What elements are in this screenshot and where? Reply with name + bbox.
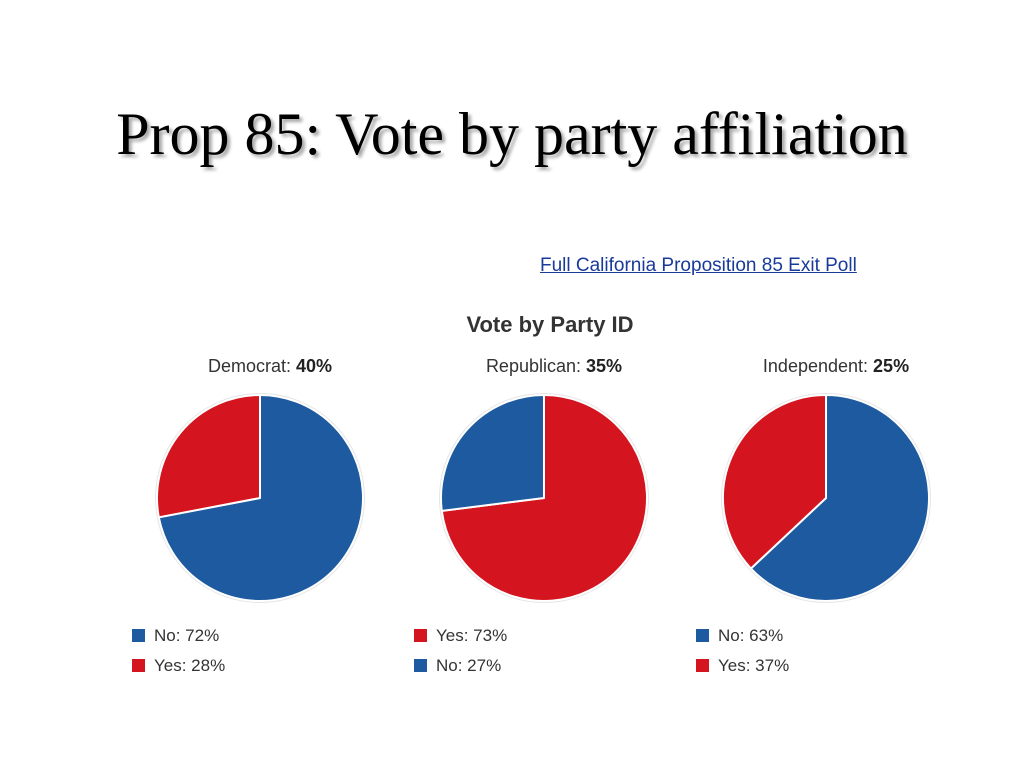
- pie-panel-independent: Independent: 25% No: 63% Yes: 37%: [696, 350, 966, 690]
- pie-slice-no: [440, 394, 545, 512]
- legend-item: Yes: 73%: [414, 624, 614, 654]
- legend-swatch: [414, 659, 427, 672]
- group-name: Independent:: [762, 356, 869, 376]
- group-name: Republican:: [485, 356, 581, 376]
- exit-poll-link[interactable]: Full California Proposition 85 Exit Poll: [540, 255, 857, 276]
- pie-slice-yes: [722, 394, 827, 570]
- legend-item: Yes: 37%: [696, 654, 896, 684]
- pie-panel-democrat: Democrat: 40% No: 72% Yes: 28%: [132, 350, 400, 690]
- pie-slice-yes: [156, 394, 261, 519]
- legend-label: Yes: 28%: [154, 656, 226, 675]
- slide-title: Prop 85: Vote by party affiliation: [116, 101, 908, 167]
- legend-label: No: 63%: [718, 626, 784, 645]
- legend-item: Yes: 28%: [132, 654, 332, 684]
- group-share: 40%: [296, 356, 333, 376]
- pie-slice-no: [749, 394, 930, 602]
- group-name: Democrat:: [207, 356, 291, 376]
- chart-title: Vote by Party ID: [466, 312, 634, 337]
- pie-label-democrat: Democrat: 40%: [140, 354, 400, 378]
- legend-swatch: [132, 629, 145, 642]
- legend-independent: No: 63% Yes: 37%: [696, 624, 896, 684]
- legend-republican: Yes: 73% No: 27%: [414, 624, 614, 684]
- pie-label-republican: Republican: 35%: [424, 354, 684, 378]
- legend-item: No: 63%: [696, 624, 896, 654]
- pie-chart-republican: [439, 393, 649, 603]
- pie-label-independent: Independent: 25%: [706, 354, 966, 378]
- legend-item: No: 72%: [132, 624, 332, 654]
- legend-label: Yes: 73%: [436, 626, 508, 645]
- legend-swatch: [696, 629, 709, 642]
- group-share: 25%: [873, 356, 910, 376]
- legend-item: No: 27%: [414, 654, 614, 684]
- pie-chart-democrat: [155, 393, 365, 603]
- legend-democrat: No: 72% Yes: 28%: [132, 624, 332, 684]
- legend-swatch: [414, 629, 427, 642]
- group-share: 35%: [586, 356, 623, 376]
- legend-label: No: 27%: [436, 656, 502, 675]
- legend-swatch: [132, 659, 145, 672]
- pie-chart-independent: [721, 393, 931, 603]
- pie-panel-republican: Republican: 35% Yes: 73% No: 27%: [414, 350, 684, 690]
- legend-swatch: [696, 659, 709, 672]
- legend-label: Yes: 37%: [718, 656, 790, 675]
- legend-label: No: 72%: [154, 626, 220, 645]
